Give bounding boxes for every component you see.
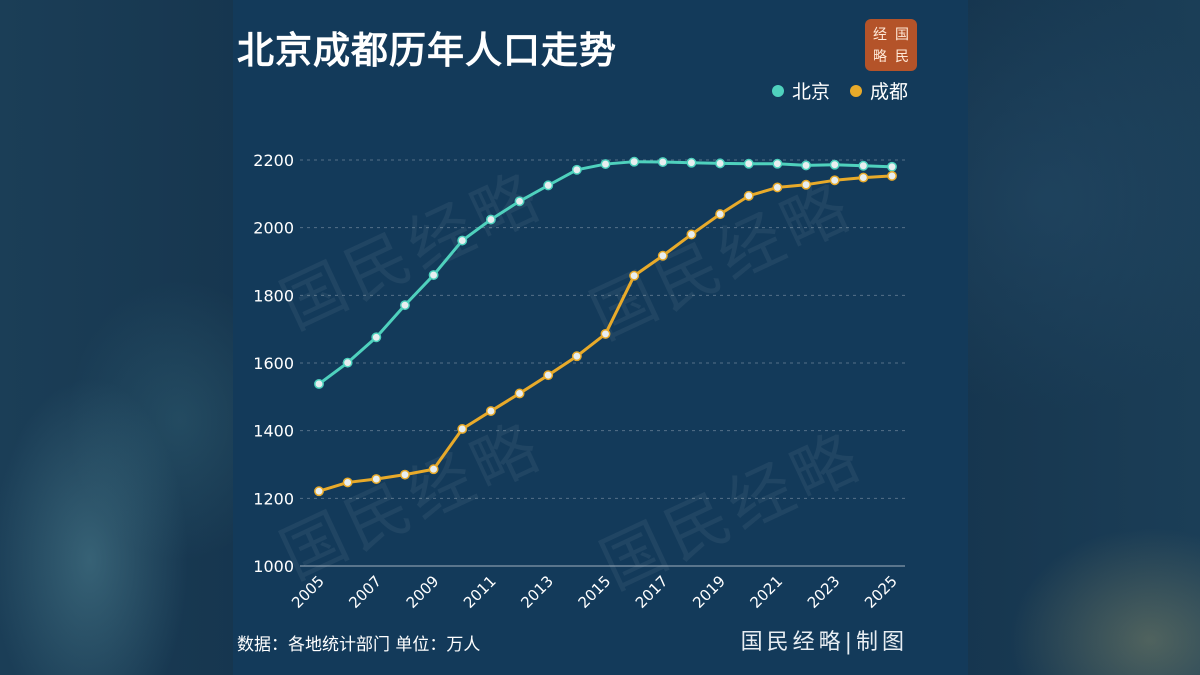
data-point-chengdu (858, 172, 869, 183)
series-line-beijing (318, 160, 893, 386)
x-tick-label: 2019 (689, 572, 729, 612)
x-tick-label: 2007 (345, 572, 385, 612)
data-point-chengdu (428, 464, 439, 475)
data-point-chengdu (342, 477, 353, 488)
data-point-beijing (428, 270, 439, 280)
data-point-chengdu (457, 424, 468, 434)
data-point-chengdu (657, 250, 668, 261)
data-point-chengdu (772, 182, 783, 193)
legend-label-beijing: 北京 (791, 81, 830, 103)
chart-title: 北京成都历年人口走势 (237, 29, 617, 72)
data-point-chengdu (543, 370, 554, 381)
legend-item-chengdu: 成都 (849, 77, 908, 104)
data-point-beijing (858, 160, 869, 171)
x-tick-label: 2017 (632, 572, 672, 612)
legend-label-chengdu: 成都 (869, 81, 908, 103)
data-point-beijing (600, 159, 611, 170)
data-point-chengdu (514, 388, 525, 399)
data-point-chengdu (600, 328, 611, 339)
data-point-beijing (514, 196, 525, 207)
data-point-beijing (314, 379, 324, 389)
data-point-beijing (485, 214, 496, 225)
data-point-beijing (371, 332, 382, 343)
chart-legend: 北京 成都 (771, 77, 908, 104)
data-point-chengdu (715, 209, 726, 220)
data-point-beijing (571, 164, 582, 175)
data-point-chengdu (485, 406, 496, 416)
data-point-chengdu (743, 190, 754, 201)
y-tick-label: 1800 (253, 286, 294, 305)
x-tick-label: 2005 (288, 572, 328, 612)
data-point-chengdu (686, 229, 697, 240)
data-point-beijing (743, 158, 754, 169)
data-point-beijing (887, 161, 897, 172)
y-tick-label: 2200 (253, 151, 294, 170)
x-tick-label: 2009 (403, 572, 443, 612)
y-tick-label: 1600 (253, 354, 294, 373)
data-point-chengdu (314, 486, 324, 497)
data-point-beijing (772, 158, 783, 169)
seal-char: 国 (895, 27, 909, 43)
data-point-beijing (657, 157, 668, 167)
y-tick-label: 2000 (253, 219, 294, 238)
x-tick-label: 2021 (746, 572, 786, 612)
data-point-beijing (400, 300, 410, 311)
seal-char: 民 (895, 49, 909, 65)
data-point-beijing (543, 180, 554, 191)
data-point-chengdu (571, 351, 582, 362)
x-tick-label: 2011 (460, 572, 500, 612)
data-point-beijing (715, 158, 726, 169)
data-point-beijing (686, 157, 697, 168)
y-tick-label: 1000 (253, 557, 294, 576)
data-point-chengdu (801, 179, 811, 190)
x-tick-label: 2023 (804, 572, 844, 612)
legend-item-beijing: 北京 (771, 77, 830, 104)
y-tick-label: 1400 (253, 422, 294, 441)
legend-dot-chengdu (849, 84, 862, 97)
legend-dot-beijing (771, 84, 784, 97)
data-source-note: 数据：各地统计部门 单位：万人 (237, 635, 481, 655)
brand-seal-logo: 经 国 略 民 (865, 19, 917, 71)
data-point-beijing (457, 235, 468, 246)
seal-char: 略 (873, 49, 887, 65)
x-tick-label: 2015 (575, 572, 615, 612)
data-point-chengdu (829, 175, 840, 186)
x-tick-label: 2025 (861, 572, 901, 612)
seal-char: 经 (873, 27, 887, 43)
data-point-beijing (801, 160, 811, 171)
x-tick-label: 2013 (517, 572, 557, 612)
data-point-beijing (829, 159, 840, 170)
data-point-chengdu (371, 474, 382, 484)
data-point-chengdu (629, 270, 640, 281)
data-point-beijing (342, 357, 353, 368)
data-point-chengdu (400, 469, 410, 480)
y-tick-label: 1200 (253, 489, 294, 508)
data-point-beijing (629, 156, 640, 167)
data-point-chengdu (887, 170, 897, 181)
footer-brand: 国民经略|制图 (740, 630, 908, 655)
